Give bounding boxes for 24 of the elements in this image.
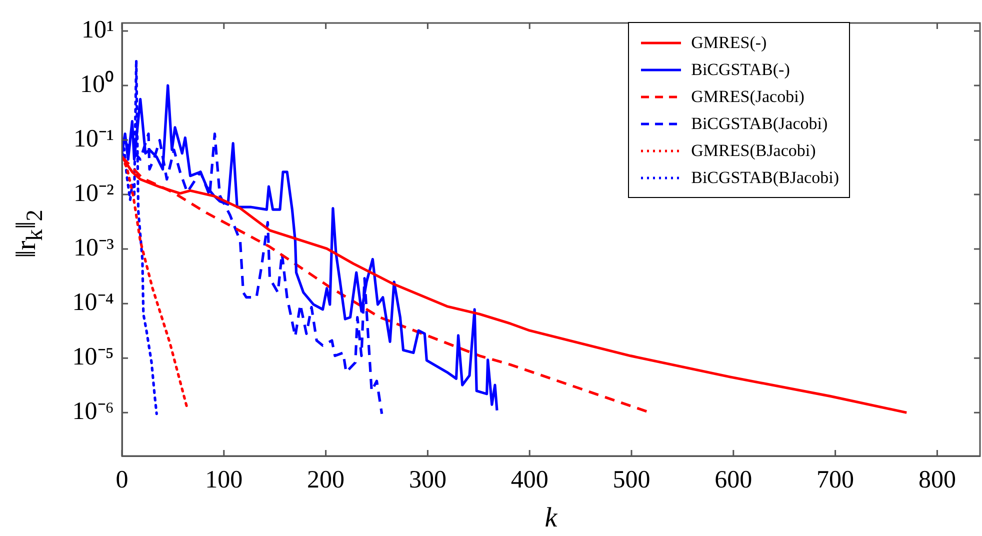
- legend-label: BiCGSTAB(Jacobi): [691, 114, 828, 134]
- legend-label: GMRES(Jacobi): [691, 86, 804, 106]
- x-tick-label: 600: [714, 466, 752, 494]
- legend-label: GMRES(BJacobi): [691, 140, 816, 160]
- y-tick-label: 10⁻¹: [74, 126, 114, 153]
- x-axis-title: k: [544, 502, 558, 534]
- legend-label: GMRES(-): [691, 32, 767, 52]
- x-tick-label: 400: [510, 466, 548, 494]
- y-tick-label: 10¹: [82, 16, 114, 44]
- x-tick-label: 200: [307, 466, 345, 494]
- y-tick-label: 10⁻⁵: [72, 344, 114, 371]
- y-tick-label: 10⁰: [80, 70, 114, 98]
- legend-label: BiCGSTAB(-): [691, 60, 790, 80]
- legend-label: BiCGSTAB(BJacobi): [691, 168, 839, 188]
- x-tick-label: 700: [816, 466, 854, 494]
- x-tick-label: 800: [918, 466, 956, 494]
- x-tick-label: 300: [408, 466, 446, 494]
- y-tick-label: 10⁻²: [74, 180, 114, 208]
- x-tick-label: 0: [116, 466, 128, 494]
- y-tick-label: 10⁻⁴: [72, 289, 114, 316]
- y-tick-label: 10⁻⁶: [72, 398, 114, 426]
- x-tick-label: 500: [612, 466, 650, 494]
- x-tick-label: 100: [205, 466, 243, 494]
- y-tick-label: 10⁻³: [74, 234, 114, 262]
